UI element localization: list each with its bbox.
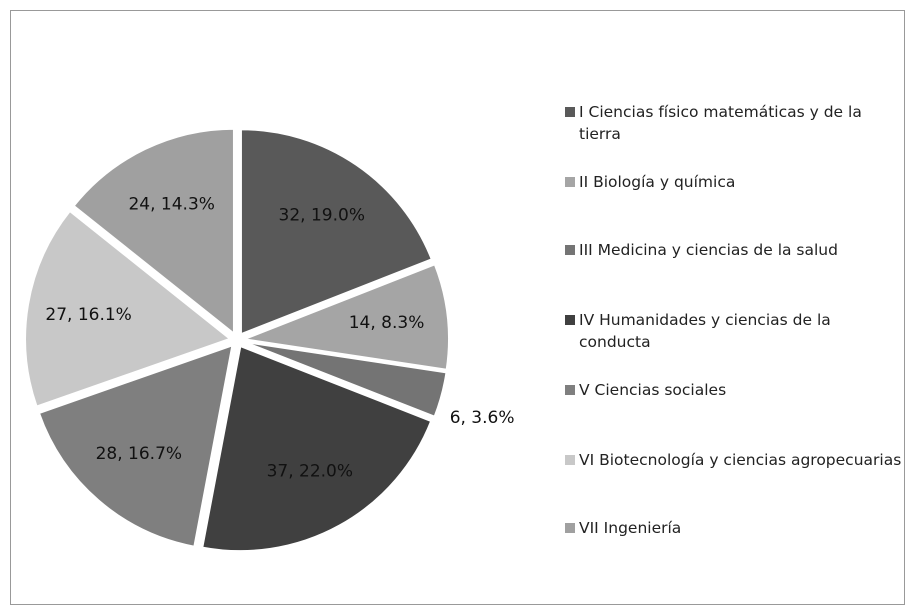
legend-swatch	[565, 315, 575, 325]
data-label: 6, 3.6%	[450, 408, 515, 428]
legend-label: IV Humanidades y ciencias de la conducta	[579, 311, 831, 351]
data-label: 24, 14.3%	[128, 194, 214, 214]
legend-label: VII Ingeniería	[579, 519, 682, 537]
legend-label: V Ciencias sociales	[579, 381, 727, 399]
pie-slice	[201, 344, 433, 553]
pie-slice	[243, 340, 448, 419]
legend-label: I Ciencias físico matemáticas y de la ti…	[579, 103, 862, 143]
pie-slice	[24, 209, 233, 408]
legend-swatch	[565, 107, 575, 117]
legend-entry: VII Ingeniería	[565, 517, 905, 539]
data-label: 32, 19.0%	[279, 206, 365, 226]
legend-entry: II Biología y química	[565, 171, 905, 193]
data-label: 27, 16.1%	[45, 305, 131, 325]
legend-swatch	[565, 385, 575, 395]
legend-entry: V Ciencias sociales	[565, 379, 905, 401]
pie-slice	[37, 343, 234, 548]
legend-entry: VI Biotecnología y ciencias agropecuaria…	[565, 449, 905, 471]
legend-entry: IV Humanidades y ciencias de la conducta	[565, 309, 905, 353]
data-label: 37, 22.0%	[267, 462, 353, 482]
legend-swatch	[565, 523, 575, 533]
legend-swatch	[565, 177, 575, 187]
data-label: 28, 16.7%	[96, 444, 182, 464]
data-label: 14, 8.3%	[349, 313, 425, 333]
legend-label: III Medicina y ciencias de la salud	[579, 241, 838, 259]
pie-slice	[240, 263, 450, 371]
pie-slice	[72, 127, 235, 336]
legend-label: VI Biotecnología y ciencias agropecuaria…	[579, 451, 902, 469]
legend-swatch	[565, 245, 575, 255]
pie-slice	[239, 128, 434, 336]
legend-entry: III Medicina y ciencias de la salud	[565, 239, 905, 261]
legend-swatch	[565, 455, 575, 465]
legend-label: II Biología y química	[579, 173, 736, 191]
legend-entry: I Ciencias físico matemáticas y de la ti…	[565, 101, 905, 145]
